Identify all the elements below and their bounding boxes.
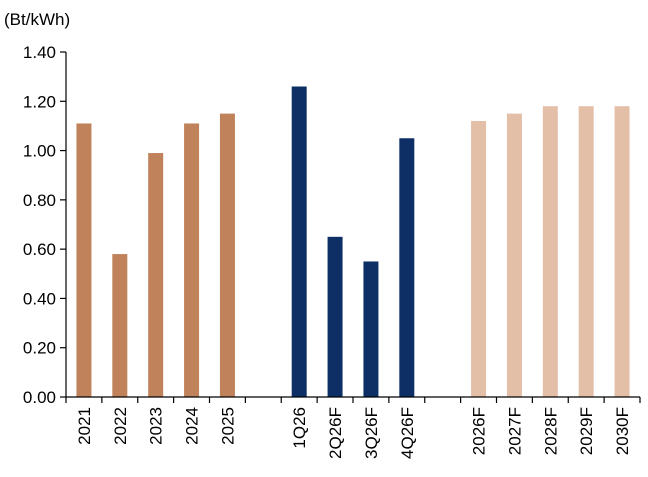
x-tick-label: 2028F: [541, 407, 560, 455]
x-tick-label: 2027F: [505, 407, 524, 455]
x-axis: 2021 2022 2023 2024 2025 1Q26 2Q26F 3Q26F 4Q26F 2…: [65, 396, 641, 459]
y-tick-label: 1.40: [23, 43, 56, 62]
x-tick-label: 1Q26: [290, 407, 309, 449]
y-axis-unit-label: (Bt/kWh): [4, 10, 70, 29]
x-tick-label: 2029F: [577, 407, 596, 455]
y-tick-label: 0.20: [23, 339, 56, 358]
bar-2030f: [614, 106, 630, 397]
bar-2q26f: [327, 236, 343, 397]
y-tick-label: 0.60: [23, 240, 56, 259]
x-tick-label: 2026F: [470, 407, 489, 455]
bar-2027f: [506, 113, 522, 397]
bar-2024: [184, 123, 200, 397]
bar-2022: [112, 254, 128, 397]
bar-2021: [76, 123, 92, 397]
x-tick-label: 2024: [183, 407, 202, 445]
y-tick-label: 0.80: [23, 191, 56, 210]
y-tick-label: 1.20: [23, 92, 56, 111]
bar-2029f: [578, 106, 594, 397]
x-tick-label: 2023: [147, 407, 166, 445]
bar-2023: [148, 153, 164, 397]
x-tick-label: 4Q26F: [398, 407, 417, 459]
y-tick-label: 0.00: [23, 388, 56, 407]
x-tick-label: 2Q26F: [326, 407, 345, 459]
bars: [76, 86, 630, 397]
bar-3q26f: [363, 261, 379, 397]
bar-2025: [219, 113, 235, 397]
bar-2028f: [542, 106, 558, 397]
y-tick-label: 0.40: [23, 289, 56, 308]
x-tick-label: 3Q26F: [362, 407, 381, 459]
bar-1q26: [291, 86, 307, 397]
bar-2026f: [471, 121, 487, 397]
y-tick-label: 1.00: [23, 142, 56, 161]
y-axis: 0.00 0.20 0.40 0.60 0.80 1.00 1.20 1.40: [23, 43, 67, 407]
x-tick-label: 2030F: [613, 407, 632, 455]
x-tick-label: 2021: [75, 407, 94, 445]
x-tick-label: 2022: [111, 407, 130, 445]
bar-4q26f: [399, 138, 415, 397]
x-tick-label: 2025: [218, 407, 237, 445]
